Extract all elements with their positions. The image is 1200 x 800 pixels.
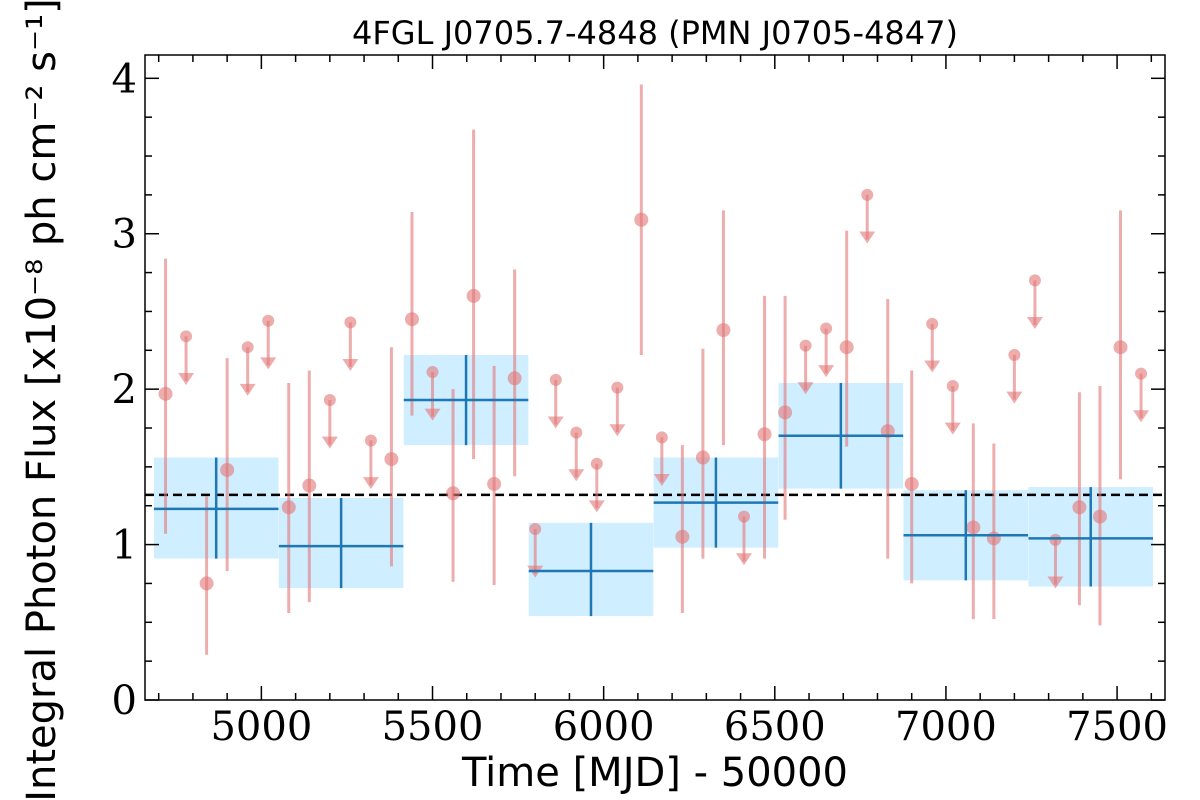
upper-limit-marker [926, 317, 939, 330]
upper-limit-arrow [1006, 391, 1023, 404]
upper-limit-arrow [321, 436, 338, 449]
upper-limit-marker [1028, 274, 1041, 287]
upper-limit-marker [655, 431, 668, 444]
upper-limit-marker [323, 394, 336, 407]
upper-limit-marker [364, 434, 377, 447]
upper-limit-marker [737, 510, 750, 523]
monthly-point [986, 531, 1001, 546]
upper-limit-arrow [797, 382, 814, 395]
monthly-point [302, 478, 317, 493]
y-tick-label: 2 [112, 367, 137, 413]
upper-limit-marker [820, 322, 833, 335]
upper-limit-marker [946, 380, 959, 393]
x-tick-label: 7500 [1066, 704, 1168, 750]
y-tick-label: 0 [112, 678, 137, 724]
monthly-point [716, 323, 731, 338]
upper-limit-arrow [424, 408, 441, 421]
monthly-point [778, 405, 793, 420]
monthly-point [1072, 500, 1087, 515]
upper-limit-marker [611, 381, 624, 394]
upper-limit-arrow [1133, 410, 1150, 423]
monthly-point [507, 371, 522, 386]
x-tick-label: 6000 [553, 704, 655, 750]
monthly-point [466, 288, 481, 303]
monthly-point [404, 312, 419, 327]
monthly-point [966, 520, 981, 535]
y-tick-label: 4 [112, 56, 137, 102]
upper-limit-marker [1049, 533, 1062, 546]
upper-limit-marker [799, 339, 812, 352]
upper-limit-arrow [653, 473, 670, 486]
monthly-point [675, 529, 690, 544]
monthly-point [158, 386, 173, 401]
monthly-point [839, 340, 854, 355]
upper-limit-arrow [735, 553, 752, 566]
upper-limit-arrow [547, 416, 564, 429]
upper-limit-arrow [1026, 316, 1043, 329]
upper-limit-arrow [362, 477, 379, 490]
monthly-point [757, 427, 772, 442]
upper-limit-marker [180, 330, 193, 343]
upper-limit-marker [590, 457, 603, 470]
x-axis-label: Time [MJD] - 50000 [461, 750, 848, 796]
x-tick-label: 7000 [895, 704, 997, 750]
x-tick-label: 6500 [724, 704, 826, 750]
upper-limit-marker [262, 314, 275, 327]
x-tick-label: 5500 [382, 704, 484, 750]
upper-limit-arrow [342, 358, 359, 371]
upper-limit-marker [570, 426, 583, 439]
upper-limit-arrow [818, 365, 835, 378]
upper-limit-arrow [1047, 576, 1064, 589]
monthly-point [384, 452, 399, 467]
y-tick-label: 1 [112, 523, 137, 569]
upper-limit-marker [861, 188, 874, 201]
upper-limit-arrow [944, 422, 961, 435]
monthly-point [695, 450, 710, 465]
upper-limit-arrow [588, 500, 605, 513]
upper-limit-arrow [178, 372, 195, 385]
monthly-point [904, 476, 919, 491]
upper-limit-marker [1008, 348, 1021, 361]
chart-title: 4FGL J0705.7-4848 (PMN J0705-4847) [352, 14, 958, 52]
upper-limit-marker [241, 341, 254, 354]
monthly-point [220, 462, 235, 477]
upper-limit-arrow [924, 360, 941, 373]
monthly-point [1113, 340, 1128, 355]
upper-limit-arrow [568, 469, 585, 482]
upper-limit-arrow [859, 231, 876, 244]
monthly-point [487, 476, 502, 491]
upper-limit-arrow [609, 424, 626, 437]
upper-limit-marker [426, 366, 439, 379]
upper-limit-marker [549, 373, 562, 386]
plot-frame [144, 54, 1166, 701]
y-axis-label: Integral Photon Flux [x10⁻⁸ ph cm⁻² s⁻¹] [19, 0, 65, 800]
x-tick-label: 5000 [210, 704, 312, 750]
monthly-point [446, 486, 461, 501]
monthly-point [281, 500, 296, 515]
upper-limit-marker [529, 523, 542, 536]
upper-limit-arrow [239, 383, 256, 396]
upper-limit-marker [1135, 367, 1148, 380]
plot-area: 5000 5500 6000 6500 7000 7500 0 1 2 3 4 [112, 54, 1168, 750]
monthly-point [634, 212, 649, 227]
monthly-point [1092, 509, 1107, 524]
monthly-point [199, 576, 214, 591]
upper-limit-marker [344, 316, 357, 329]
y-tick-label: 3 [112, 212, 137, 258]
upper-limit-arrow [260, 357, 277, 370]
